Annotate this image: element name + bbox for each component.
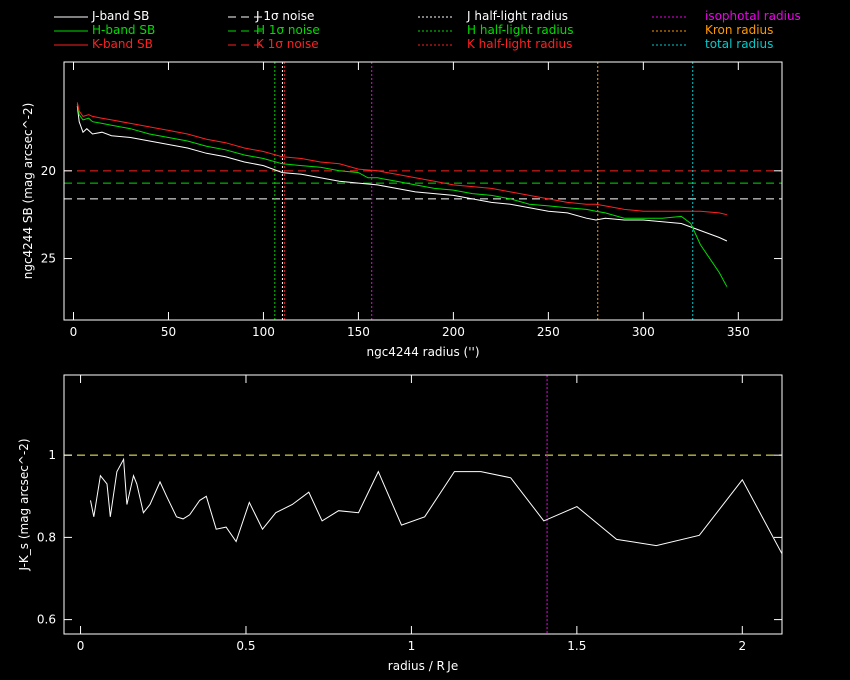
y-tick-label: 25 — [41, 252, 56, 266]
x-axis-label: radius / R Je — [388, 659, 458, 673]
x-axis-label: ngc4244 radius ('') — [366, 345, 479, 359]
legend-label: total radius — [705, 37, 774, 51]
series-line — [76, 105, 728, 242]
legend-label: H 1σ noise — [256, 23, 320, 37]
legend-label: isophotal radius — [705, 9, 801, 23]
x-tick-label: 1 — [408, 639, 416, 653]
x-tick-label: 250 — [537, 325, 560, 339]
x-tick-label: 2 — [738, 639, 746, 653]
x-tick-label: 200 — [442, 325, 465, 339]
x-tick-label: 1.5 — [567, 639, 586, 653]
series-line — [90, 457, 783, 555]
y-tick-label: 0.8 — [37, 530, 56, 544]
series-line — [76, 104, 728, 287]
legend-label: J 1σ noise — [256, 9, 315, 23]
x-tick-label: 350 — [727, 325, 750, 339]
y-axis-label: J-K_s (mag arcsec^-2) — [17, 438, 31, 571]
legend-label: H half-light radius — [467, 23, 574, 37]
legend-label: Kron radius — [705, 23, 774, 37]
x-tick-label: 50 — [161, 325, 176, 339]
legend-label: K half-light radius — [467, 37, 573, 51]
plot-frame — [63, 61, 783, 321]
legend-label: K 1σ noise — [256, 37, 319, 51]
legend-label: J-band SB — [92, 9, 150, 23]
legend-label: H-band SB — [92, 23, 156, 37]
plot-frame — [63, 374, 783, 635]
y-tick-label: 20 — [41, 164, 56, 178]
x-tick-label: 0 — [77, 639, 85, 653]
x-tick-label: 300 — [632, 325, 655, 339]
x-tick-label: 0 — [70, 325, 78, 339]
x-tick-label: 100 — [252, 325, 275, 339]
legend-label: K-band SB — [92, 37, 153, 51]
y-axis-label: ngc4244 SB (mag arcsec^-2) — [21, 103, 35, 280]
legend-label: J half-light radius — [467, 9, 569, 23]
series-line — [76, 102, 728, 216]
y-tick-label: 0.6 — [37, 613, 56, 627]
x-tick-label: 0.5 — [236, 639, 255, 653]
y-tick-label: 1 — [48, 448, 56, 462]
x-tick-label: 150 — [347, 325, 370, 339]
